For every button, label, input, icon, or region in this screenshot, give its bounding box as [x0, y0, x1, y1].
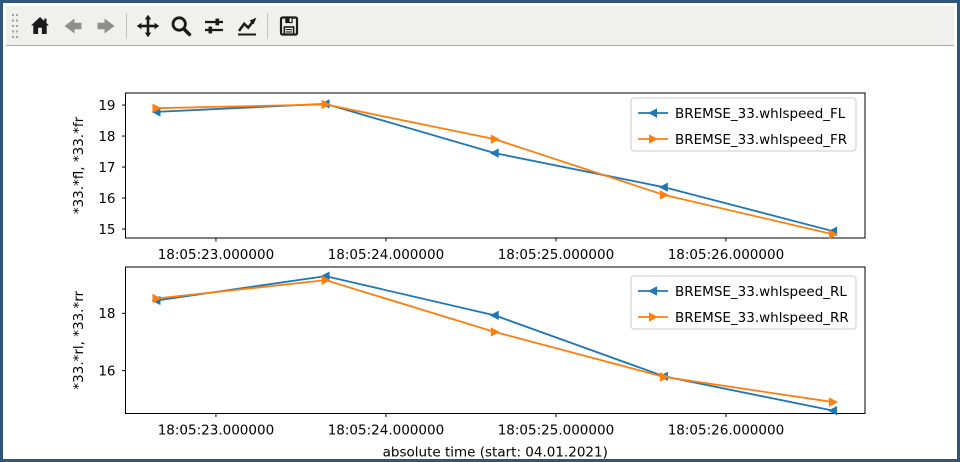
configure-subplots-icon	[204, 18, 223, 33]
y-tick-label: 18	[98, 129, 115, 145]
back-icon	[64, 18, 81, 33]
series-marker	[489, 148, 499, 158]
series-marker	[658, 182, 668, 192]
series-marker	[648, 108, 657, 118]
edit-parameters-button[interactable]	[232, 11, 262, 41]
toolbar-separator	[267, 12, 268, 39]
forward-icon	[97, 18, 114, 33]
legend-label: BREMSE_33.whlspeed_FL	[675, 106, 846, 122]
x-tick-label: 18:05:25.000000	[498, 423, 614, 439]
x-tick-label: 18:05:25.000000	[498, 247, 614, 263]
x-tick-label: 18:05:23.000000	[158, 423, 274, 439]
subplot-rear: 18:05:23.000000 18:05:24.000000 18:05:25.0…	[71, 266, 866, 461]
forward-button[interactable]	[91, 11, 121, 41]
y-axis-label: *33.*fl, *33.*fr	[71, 116, 87, 214]
x-tick-label: 18:05:24.000000	[328, 423, 444, 439]
figure-canvas[interactable]: 18:05:23.000000 18:05:24.000000 18:05:25.0…	[3, 3, 960, 462]
x-tick-label: 18:05:24.000000	[328, 247, 444, 263]
toolbar-drag-handle[interactable]	[10, 11, 20, 41]
series-marker	[649, 312, 658, 322]
axes-frame	[125, 266, 866, 414]
series-marker	[321, 275, 331, 285]
series-marker	[152, 293, 162, 304]
configure-subplots-button[interactable]	[199, 11, 229, 41]
series-marker	[489, 310, 499, 321]
y-tick-label: 18	[98, 306, 115, 322]
axes-frame	[125, 92, 866, 239]
back-button[interactable]	[58, 11, 88, 41]
home-icon	[30, 16, 49, 34]
series-marker	[648, 286, 657, 296]
series-marker	[490, 134, 500, 144]
legend-box	[630, 275, 857, 330]
series-marker	[490, 327, 500, 337]
y-tick-label: 16	[98, 191, 115, 207]
pan-icon	[136, 14, 159, 37]
toolbar-separator	[126, 12, 127, 39]
legend-label: BREMSE_33.whlspeed_FR	[675, 132, 847, 148]
series-marker	[152, 103, 162, 113]
subplot-front: 18:05:23.000000 18:05:24.000000 18:05:25.0…	[71, 92, 866, 263]
series-marker	[659, 372, 669, 382]
series-marker	[829, 397, 839, 407]
pan-button[interactable]	[133, 11, 163, 41]
navigation-toolbar	[6, 6, 954, 46]
y-tick-label: 15	[98, 222, 115, 238]
zoom-icon	[171, 15, 191, 36]
save-icon	[279, 15, 298, 36]
y-axis-label: *33.*rl, *33.*rr	[71, 290, 87, 389]
edit-parameters-icon	[237, 17, 256, 35]
x-tick-label: 18:05:26.000000	[668, 247, 784, 263]
x-tick-label: 18:05:23.000000	[158, 247, 274, 263]
x-axis-label: absolute time (start: 04.01.2021)	[383, 445, 608, 461]
legend-box	[630, 97, 857, 152]
series-marker	[829, 229, 839, 239]
series-marker	[659, 190, 669, 200]
y-tick-label: 16	[98, 363, 115, 379]
y-tick-label: 17	[98, 160, 115, 176]
legend-label: BREMSE_33.whlspeed_RL	[675, 284, 847, 300]
series-marker	[321, 99, 331, 110]
save-button[interactable]	[274, 11, 304, 41]
x-tick-label: 18:05:26.000000	[668, 423, 784, 439]
legend-label: BREMSE_33.whlspeed_RR	[675, 310, 849, 326]
zoom-button[interactable]	[166, 11, 196, 41]
y-tick-label: 19	[98, 98, 115, 114]
home-button[interactable]	[25, 11, 55, 41]
series-marker	[828, 405, 838, 416]
series-marker	[649, 134, 658, 144]
